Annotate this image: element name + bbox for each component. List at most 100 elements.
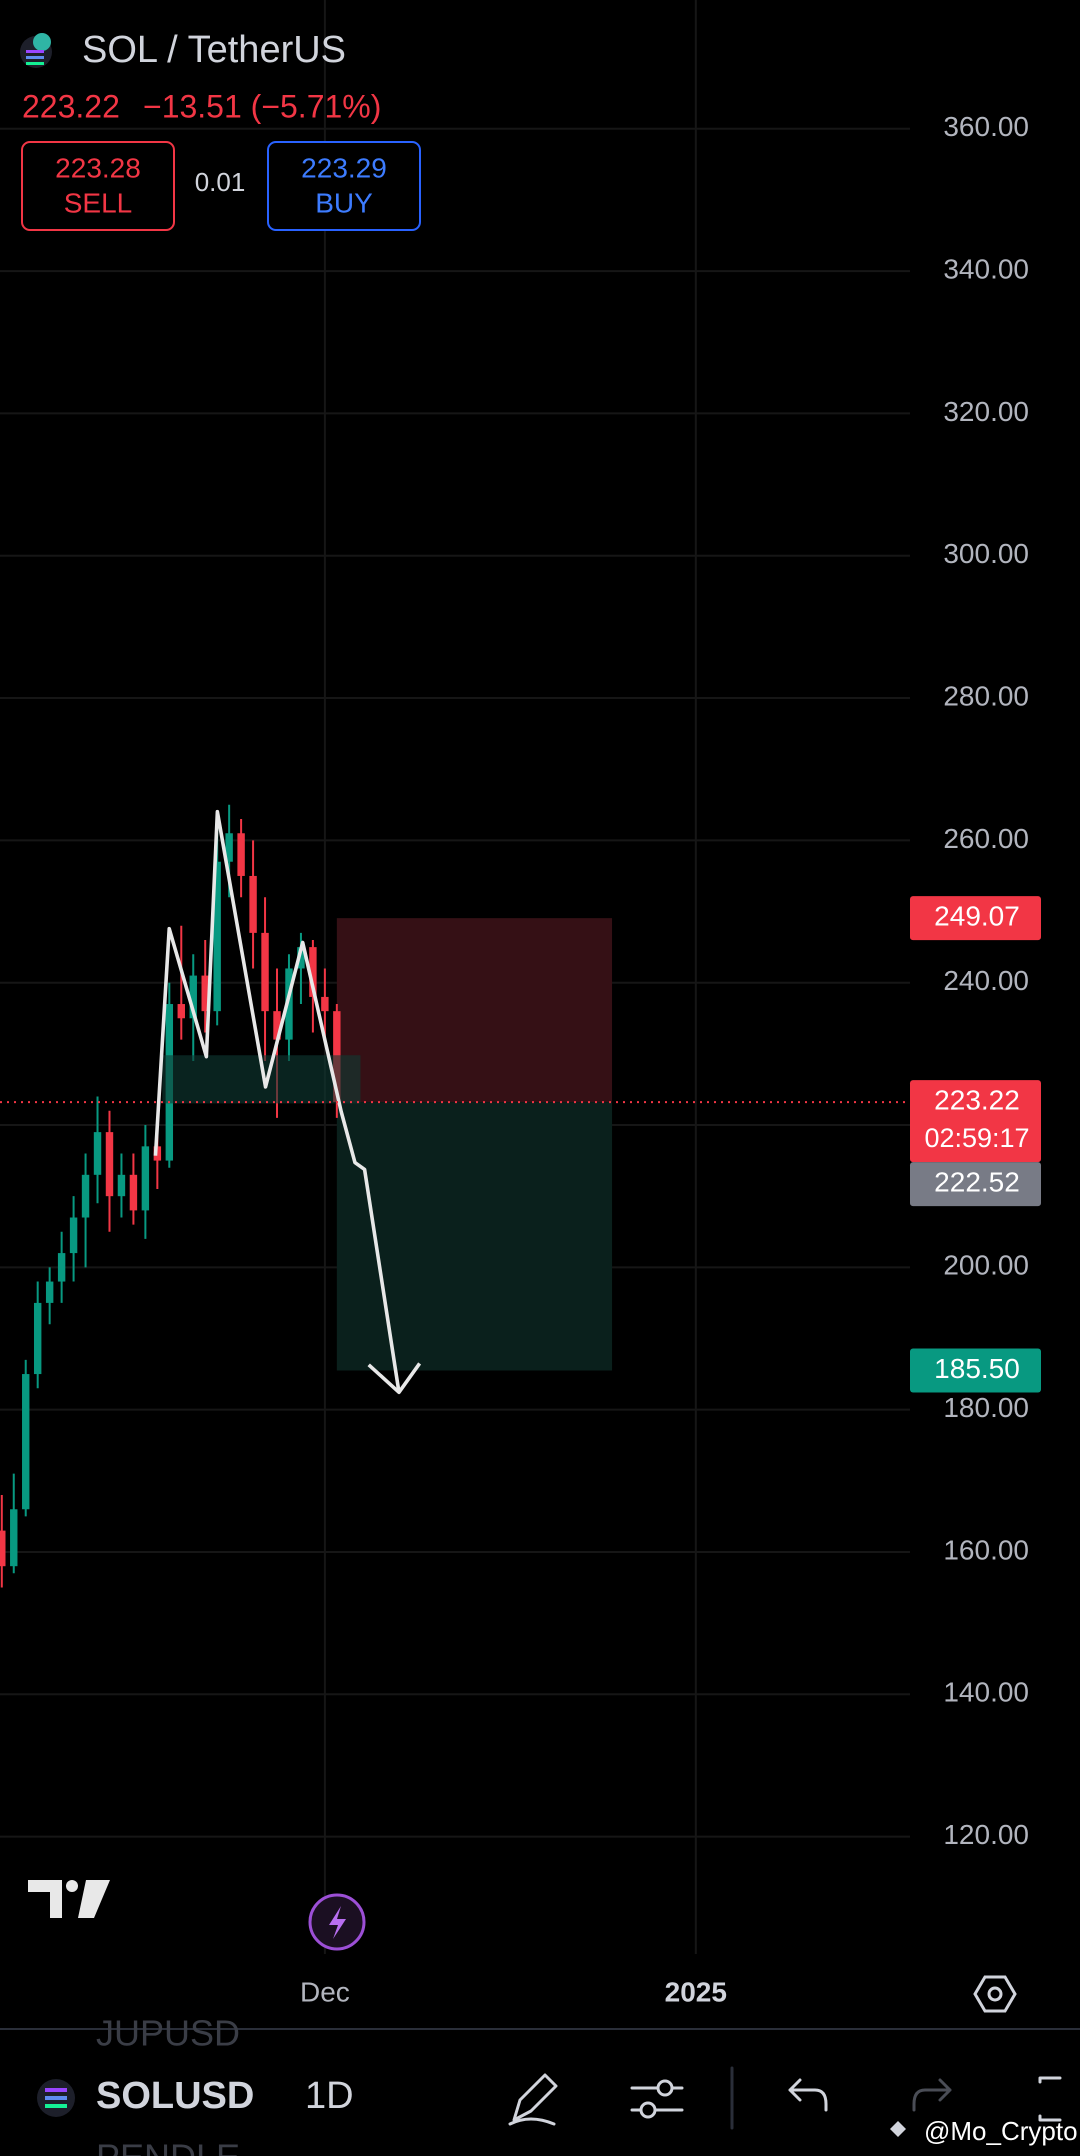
candle-body — [0, 1530, 6, 1567]
x-tick-label: Dec — [300, 1976, 350, 2007]
icon-stripe — [26, 62, 44, 65]
drawing — [153, 809, 422, 1395]
undo-icon[interactable] — [788, 2078, 828, 2112]
candle-body — [213, 861, 221, 1012]
candle-body — [201, 975, 209, 1012]
fullscreen-icon[interactable] — [1038, 2076, 1062, 2122]
icon-stripe — [26, 50, 44, 53]
candle-body — [261, 932, 269, 1012]
buy-button[interactable] — [267, 141, 421, 231]
settings-icon[interactable] — [973, 1975, 1017, 2013]
candle-body — [81, 1174, 90, 1218]
candle-body — [321, 996, 329, 1012]
logo-part — [28, 1880, 62, 1918]
watermark: @Mo_Crypto — [924, 2116, 1078, 2146]
price-badge — [910, 896, 1041, 941]
candle-body — [189, 975, 197, 1019]
y-tick-label: 280.00 — [943, 680, 1029, 711]
y-tick-label: 160.00 — [943, 1534, 1029, 1565]
symbol-icon-badge — [33, 33, 51, 51]
symbol-title: SOL / TetherUS — [82, 29, 346, 71]
candle-body — [225, 833, 233, 862]
logo-part — [66, 1880, 78, 1892]
y-tick-label: 240.00 — [943, 965, 1029, 996]
candle-body — [93, 1132, 102, 1175]
icon-stripe — [45, 2096, 67, 2100]
y-tick-label: 120.00 — [943, 1819, 1029, 1850]
arrow-head — [367, 1362, 422, 1395]
countdown: 02:59:17 — [924, 1123, 1029, 1153]
price-badge-label: 222.52 — [934, 1166, 1020, 1197]
icon-stripe — [45, 2088, 67, 2092]
icon-stripe — [45, 2104, 67, 2108]
candle-body — [117, 1174, 126, 1197]
watermark-logo — [890, 2121, 906, 2137]
target-zone — [336, 1102, 613, 1371]
y-tick-label: 200.00 — [943, 1250, 1029, 1281]
candle-body — [10, 1509, 18, 1567]
candle-body — [22, 1374, 30, 1510]
price-badge-label: 223.22 — [934, 1084, 1020, 1115]
price-change: −13.51 (−5.71%) — [143, 88, 381, 124]
sell-price: 223.28 — [55, 152, 141, 183]
price-badge — [910, 1162, 1041, 1207]
fade — [262, 2070, 302, 2126]
next-symbol[interactable]: PENDLE — [96, 2137, 240, 2156]
tv-logo — [28, 1880, 110, 1918]
settings-dot — [987, 1986, 1003, 2002]
sell-button[interactable] — [21, 141, 175, 231]
lightning-icon — [329, 1906, 346, 1939]
bottom-bar: JUPUSD PENDLE SOLUSD 1D @Mo_Crypto — [37, 2013, 1078, 2156]
settings-button[interactable] — [973, 1975, 1017, 2013]
stop-zone — [336, 918, 613, 1103]
buy-price: 223.29 — [301, 152, 387, 183]
candle-body — [33, 1302, 42, 1375]
axis-layer: 120.00140.00160.00180.00200.00220.00240.… — [0, 111, 1041, 2007]
position-layer — [336, 918, 613, 1371]
candle-body — [237, 833, 245, 876]
y-tick-label: 260.00 — [943, 823, 1029, 854]
candle-body — [249, 875, 257, 933]
y-tick-label: 340.00 — [943, 254, 1029, 285]
candle-layer — [0, 804, 341, 1588]
spread: 0.01 — [195, 167, 246, 197]
interval-button[interactable]: 1D — [305, 2075, 354, 2117]
logo-part — [78, 1880, 110, 1918]
last-price: 223.22 — [22, 88, 120, 124]
toolbar-icons — [508, 2066, 1062, 2130]
y-tick-label: 360.00 — [943, 111, 1029, 142]
y-tick-label: 180.00 — [943, 1392, 1029, 1423]
symbol-button[interactable]: SOLUSD — [96, 2075, 254, 2117]
price-badge-label: 249.07 — [934, 901, 1020, 932]
header: SOL / TetherUS 223.22 −13.51 (−5.71%) 22… — [20, 29, 421, 231]
candle-body — [309, 947, 317, 997]
y-tick-label: 320.00 — [943, 396, 1029, 427]
y-tick-label: 140.00 — [943, 1677, 1029, 1708]
candle-body — [69, 1217, 78, 1254]
lightning-button[interactable] — [308, 1893, 366, 1951]
x-tick-label: 2025 — [665, 1976, 727, 2007]
candle-body — [273, 1011, 281, 1040]
candle-body — [57, 1253, 66, 1282]
redo-icon[interactable] — [912, 2078, 952, 2112]
slider-knob — [656, 2079, 674, 2097]
candle-body — [285, 968, 293, 1040]
candle-body — [141, 1146, 150, 1211]
price-badge — [910, 1348, 1041, 1393]
settings-sliders[interactable] — [630, 2086, 684, 2112]
buy-label: BUY — [315, 187, 373, 218]
sell-label: SELL — [64, 187, 133, 218]
pattern-line — [153, 809, 401, 1393]
candle-body — [129, 1174, 138, 1211]
price-badge-label: 185.50 — [934, 1353, 1020, 1384]
candle-body — [45, 1281, 54, 1303]
slider-knob — [639, 2101, 657, 2119]
candle-body — [177, 1004, 185, 1019]
candle-body — [105, 1132, 114, 1197]
candle-body — [297, 947, 305, 969]
draw-icon[interactable] — [508, 2073, 558, 2126]
price-badge — [910, 1080, 1041, 1163]
prev-symbol[interactable]: JUPUSD — [96, 2013, 240, 2054]
